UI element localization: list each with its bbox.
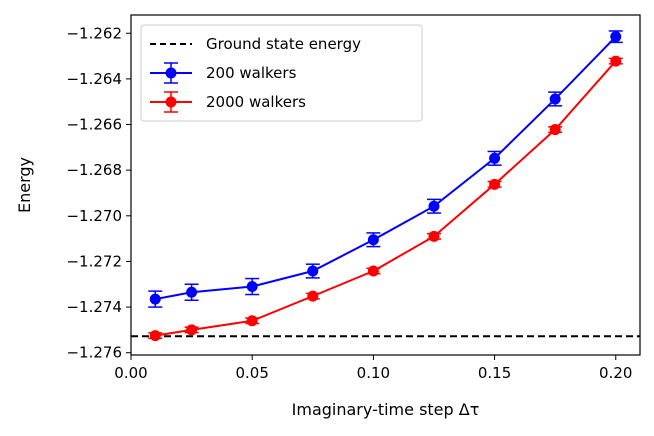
data-point xyxy=(246,315,258,327)
x-axis: 0.00 0.05 0.10 0.15 0.20 xyxy=(114,355,632,382)
x-tick-label: 0.00 xyxy=(114,364,147,382)
data-point xyxy=(428,230,440,242)
legend-entry-ground-state: Ground state energy xyxy=(150,35,361,53)
data-point xyxy=(149,293,161,305)
x-axis-label: Imaginary-time step Δτ xyxy=(292,400,480,419)
data-point xyxy=(367,265,379,277)
y-axis-label: Energy xyxy=(15,157,34,213)
data-point xyxy=(367,234,379,246)
data-point xyxy=(489,152,501,164)
data-point xyxy=(186,286,198,298)
legend-label-ground-state: Ground state energy xyxy=(206,35,361,53)
data-point xyxy=(307,265,319,277)
legend-entry-2000-walkers: 2000 walkers xyxy=(150,91,306,113)
legend-label-2000-walkers: 2000 walkers xyxy=(206,93,306,111)
data-point xyxy=(549,93,561,105)
y-tick-label: −1.266 xyxy=(66,116,122,134)
data-point xyxy=(246,281,258,293)
x-tick-label: 0.20 xyxy=(599,364,632,382)
series-0 xyxy=(148,30,623,308)
legend-label-200-walkers: 200 walkers xyxy=(206,64,297,82)
y-tick-label: −1.264 xyxy=(66,70,122,88)
legend-swatch-marker xyxy=(165,67,177,79)
series-1 xyxy=(148,55,623,342)
x-tick-label: 0.10 xyxy=(357,364,390,382)
legend: Ground state energy 200 walkers 2000 wal… xyxy=(140,24,423,122)
data-point xyxy=(149,330,161,342)
y-tick-label: −1.274 xyxy=(66,298,122,316)
y-tick-label: −1.276 xyxy=(66,344,122,362)
y-tick-label: −1.262 xyxy=(66,24,122,42)
y-tick-label: −1.270 xyxy=(66,207,122,225)
data-point xyxy=(428,200,440,212)
data-point xyxy=(549,124,561,136)
data-point xyxy=(610,31,622,43)
x-tick-label: 0.15 xyxy=(478,364,511,382)
legend-entry-200-walkers: 200 walkers xyxy=(150,62,297,84)
axes-frame xyxy=(130,14,641,356)
data-point xyxy=(307,290,319,302)
data-point xyxy=(186,324,198,336)
data-point xyxy=(610,55,622,67)
y-axis: −1.276 −1.274 −1.272 −1.270 −1.268 −1.266 −1.2… xyxy=(66,24,131,362)
y-tick-label: −1.272 xyxy=(66,252,122,270)
x-tick-label: 0.05 xyxy=(235,364,268,382)
plot-area xyxy=(131,30,640,342)
data-point xyxy=(489,178,501,190)
y-tick-label: −1.268 xyxy=(66,161,122,179)
legend-box xyxy=(140,24,423,122)
legend-swatch-marker xyxy=(165,96,177,108)
